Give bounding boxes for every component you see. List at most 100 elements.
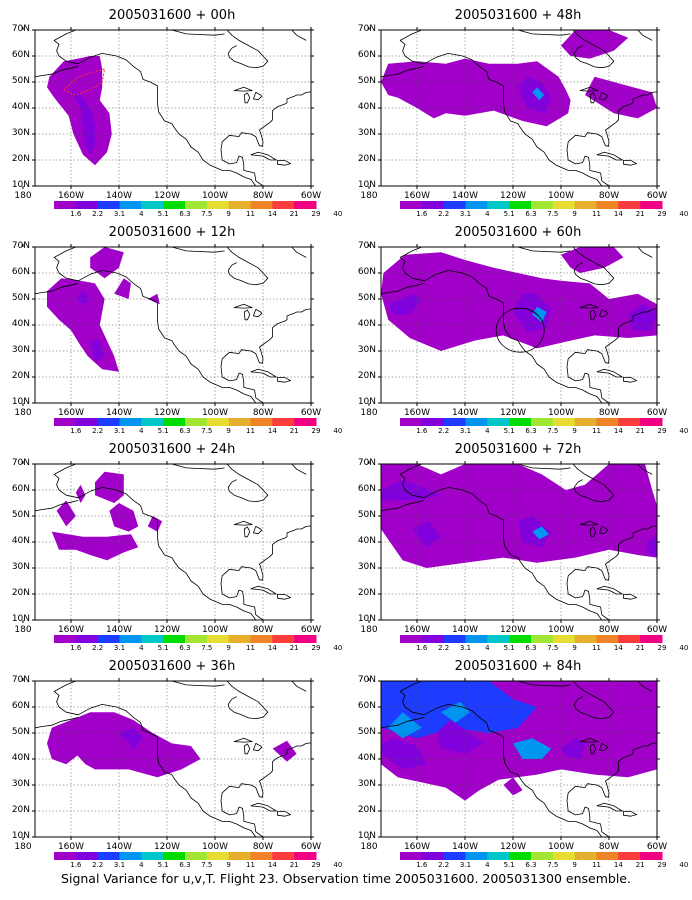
map-panel: 2005031600 + 72h 70N 60N 50N 40N 30N 20N 10N 180…	[348, 434, 688, 656]
colorbar-swatch	[509, 635, 532, 643]
coastline	[381, 464, 657, 620]
lat-tick-label: 60N	[11, 701, 30, 711]
lon-tick-label: 180	[360, 625, 378, 635]
colorbar-label: 7.5	[547, 644, 559, 652]
colorbar-label: 5.1	[157, 427, 169, 435]
colorbar-label: 6.3	[525, 210, 537, 218]
lat-tick-label: 30N	[11, 562, 30, 572]
colorbar-swatch	[185, 635, 208, 643]
colorbar-label: 14	[613, 861, 623, 869]
colorbar-label: 4	[485, 861, 490, 869]
colorbar-swatch	[465, 635, 488, 643]
colorbar-label: 14	[613, 644, 623, 652]
colorbar-swatch	[97, 201, 120, 209]
lon-tick-label: 60W	[300, 408, 322, 418]
colorbar-swatch	[421, 635, 445, 643]
variance-contour	[71, 89, 95, 155]
lat-tick-label: 10N	[11, 614, 30, 624]
variance-contour	[75, 484, 86, 503]
colorbar-label: 1.6	[70, 861, 82, 869]
panel-title: 2005031600 + 48h	[454, 8, 582, 23]
lat-tick-label: 40N	[11, 319, 30, 329]
lon-tick-label: 160W	[57, 842, 85, 852]
lat-tick-label: 70N	[357, 24, 376, 34]
colorbar-label: 9	[226, 210, 231, 218]
colorbar-swatch	[531, 201, 554, 209]
coastline	[35, 247, 311, 403]
colorbar-swatch	[206, 635, 230, 643]
coastline	[35, 30, 311, 186]
colorbar-label: 4	[139, 861, 144, 869]
colorbar-swatch	[185, 418, 208, 426]
lon-tick-label: 140W	[451, 191, 479, 201]
colorbar-swatch	[75, 635, 99, 643]
lon-tick-label: 100W	[547, 191, 575, 201]
lon-tick-label: 60W	[646, 842, 668, 852]
colorbar-swatch	[272, 635, 295, 643]
colorbar-label: 3.1	[113, 427, 126, 435]
lon-tick-label: 80W	[252, 191, 274, 201]
lon-tick-label: 80W	[252, 842, 274, 852]
colorbar-label: 21	[289, 210, 299, 218]
variance-contour	[147, 293, 160, 305]
colorbar-label: 29	[311, 427, 321, 435]
lat-tick-label: 50N	[11, 293, 30, 303]
lon-tick-label: 160W	[57, 191, 85, 201]
colorbar-label: 5.1	[157, 861, 169, 869]
colorbar-swatch	[206, 852, 230, 860]
lat-tick-label: 20N	[357, 154, 376, 164]
colorbar-swatch	[163, 635, 186, 643]
colorbar-label: 29	[311, 861, 321, 869]
colorbar-swatch	[97, 635, 120, 643]
colorbar-swatch	[400, 418, 423, 426]
lat-tick-label: 60N	[357, 50, 376, 60]
coastline	[381, 30, 657, 186]
lat-tick-label: 30N	[11, 345, 30, 355]
colorbar-label: 21	[635, 427, 645, 435]
colorbar-label: 4	[139, 644, 144, 652]
colorbar-label: 2.2	[438, 861, 450, 869]
colorbar-swatch	[141, 635, 164, 643]
lat-tick-label: 50N	[11, 510, 30, 520]
colorbar-swatch	[487, 418, 510, 426]
lat-tick-label: 70N	[11, 458, 30, 468]
colorbar-swatch	[97, 418, 120, 426]
colorbar-swatch	[465, 201, 488, 209]
lon-tick-label: 120W	[153, 842, 181, 852]
lat-tick-label: 20N	[11, 154, 30, 164]
colorbar-label: 21	[289, 861, 299, 869]
lon-tick-label: 160W	[403, 191, 431, 201]
flight-track	[63, 68, 106, 96]
lon-tick-label: 60W	[646, 625, 668, 635]
colorbar-label: 2.2	[92, 861, 104, 869]
colorbar-label: 4	[139, 427, 144, 435]
lon-tick-label: 100W	[547, 408, 575, 418]
colorbar-label: 14	[267, 861, 277, 869]
colorbar-swatch	[294, 201, 317, 209]
colorbar-swatch	[54, 201, 77, 209]
colorbar-swatch	[141, 852, 164, 860]
lat-tick-label: 60N	[11, 267, 30, 277]
colorbar	[400, 852, 663, 860]
colorbar	[400, 201, 663, 209]
colorbar-label: 14	[613, 210, 623, 218]
variance-contour	[532, 87, 545, 101]
colorbar-label: 3.1	[459, 644, 472, 652]
colorbar-label: 21	[635, 644, 645, 652]
lon-tick-label: 140W	[451, 842, 479, 852]
colorbar-swatch	[119, 201, 142, 209]
colorbar-swatch	[163, 852, 186, 860]
map-panel: 2005031600 + 60h 70N 60N 50N 40N 30N 20N 10N 180…	[348, 217, 688, 439]
colorbar-swatch	[443, 852, 466, 860]
colorbar-swatch	[54, 635, 77, 643]
colorbar-label: 3.1	[459, 427, 472, 435]
lon-tick-label: 80W	[598, 408, 620, 418]
lat-tick-label: 20N	[11, 805, 30, 815]
lat-tick-label: 40N	[11, 753, 30, 763]
lat-tick-label: 70N	[11, 675, 30, 685]
colorbar-label: 7.5	[201, 210, 213, 218]
map-plot	[368, 461, 660, 623]
colorbar-label: 40	[333, 644, 343, 652]
colorbar-label: 40	[333, 861, 343, 869]
lat-tick-label: 40N	[11, 102, 30, 112]
